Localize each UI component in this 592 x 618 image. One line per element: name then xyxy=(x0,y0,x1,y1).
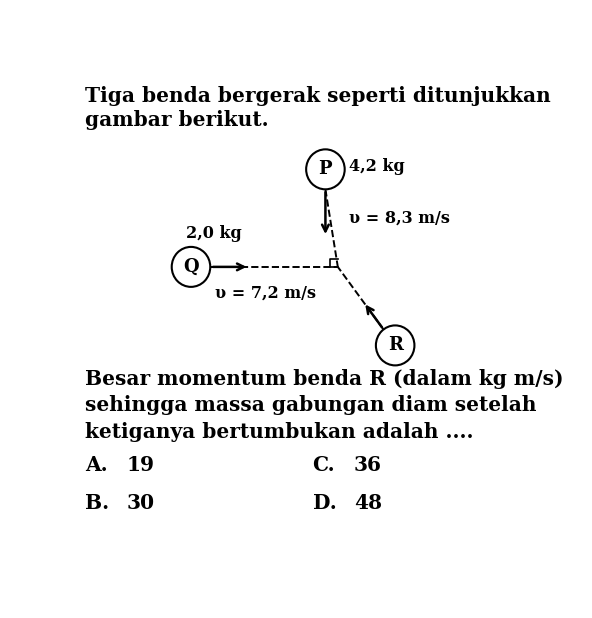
Circle shape xyxy=(172,247,210,287)
Text: A.: A. xyxy=(85,455,108,475)
Text: Besar momentum benda R (dalam kg m/s): Besar momentum benda R (dalam kg m/s) xyxy=(85,369,564,389)
Text: 48: 48 xyxy=(354,493,382,513)
Text: Q: Q xyxy=(183,258,199,276)
Text: C.: C. xyxy=(313,455,335,475)
Text: 30: 30 xyxy=(127,493,155,513)
Circle shape xyxy=(306,150,345,189)
Text: 36: 36 xyxy=(354,455,382,475)
Text: υ = 7,2 m/s: υ = 7,2 m/s xyxy=(215,284,316,302)
Text: P: P xyxy=(318,160,332,179)
Text: 2,0 kg: 2,0 kg xyxy=(186,225,242,242)
Text: υ = 8,3 m/s: υ = 8,3 m/s xyxy=(349,210,450,226)
Circle shape xyxy=(376,326,414,365)
Text: 4,2 kg: 4,2 kg xyxy=(349,158,405,176)
Text: B.: B. xyxy=(85,493,110,513)
Text: gambar berikut.: gambar berikut. xyxy=(85,110,269,130)
Text: R: R xyxy=(388,336,403,354)
Text: ketiganya bertumbukan adalah ....: ketiganya bertumbukan adalah .... xyxy=(85,421,474,441)
Text: D.: D. xyxy=(313,493,336,513)
Text: Tiga benda bergerak seperti ditunjukkan: Tiga benda bergerak seperti ditunjukkan xyxy=(85,86,551,106)
Text: sehingga massa gabungan diam setelah: sehingga massa gabungan diam setelah xyxy=(85,396,537,415)
Text: 19: 19 xyxy=(127,455,155,475)
